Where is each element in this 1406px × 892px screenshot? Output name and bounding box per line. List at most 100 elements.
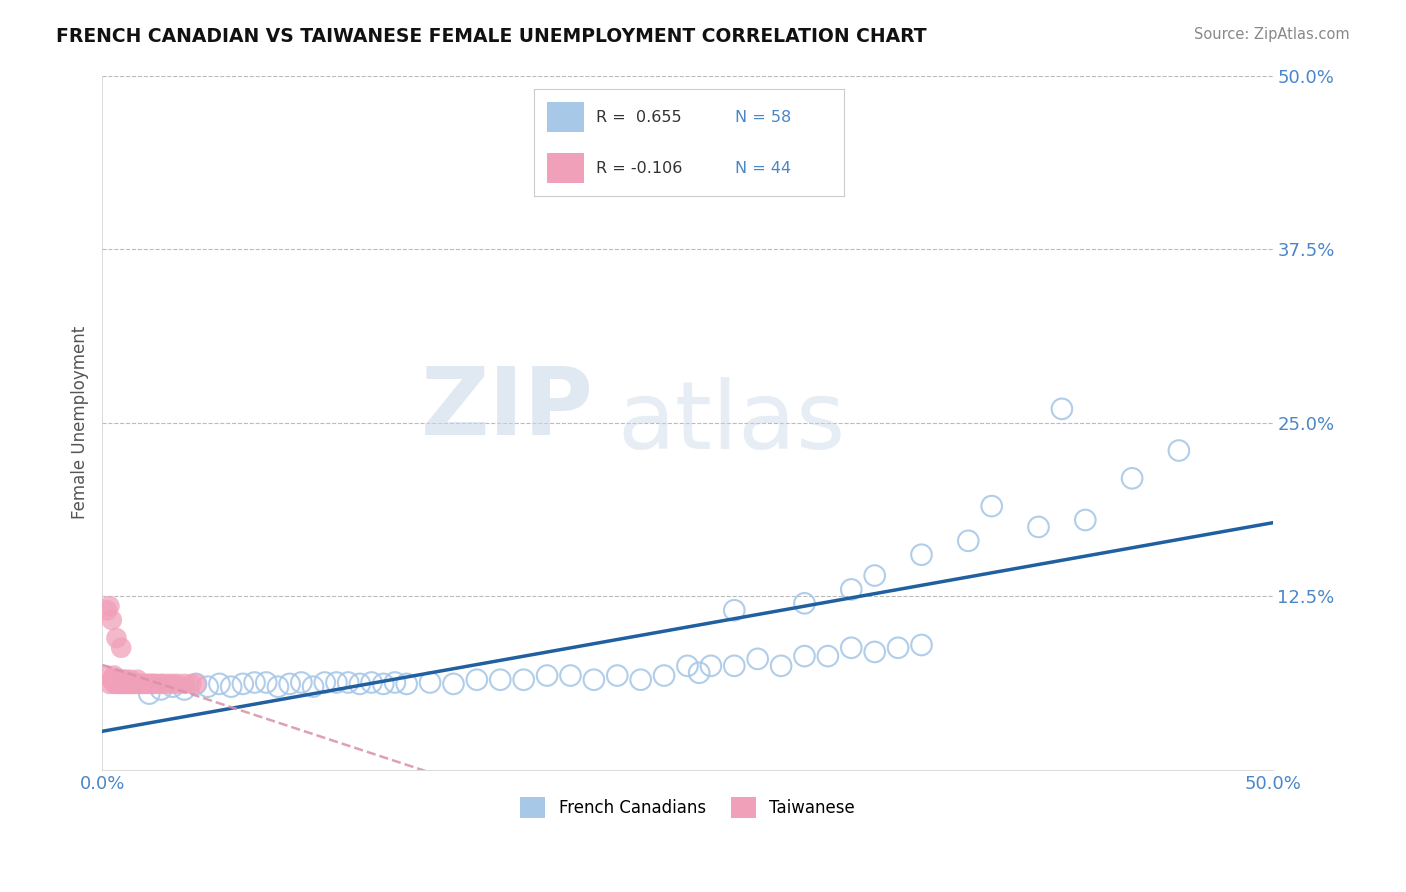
Point (162, 677, 184, 691)
Point (173, 682, 195, 697)
Point (142, 677, 165, 691)
Point (863, 568, 886, 582)
FancyBboxPatch shape (547, 102, 583, 132)
Point (360, 675, 382, 690)
Point (108, 677, 131, 691)
Point (688, 665, 710, 680)
Point (910, 638, 932, 652)
Point (127, 677, 149, 691)
Text: N = 58: N = 58 (735, 110, 792, 125)
Point (128, 677, 150, 691)
Point (135, 677, 157, 691)
Point (243, 675, 266, 690)
Point (96, 668, 118, 682)
Point (254, 675, 277, 690)
Point (606, 668, 628, 682)
Y-axis label: Female Unemployment: Female Unemployment (72, 326, 89, 519)
Point (910, 548, 932, 562)
Point (512, 673, 534, 687)
Point (145, 677, 167, 691)
Point (184, 677, 207, 691)
Point (180, 677, 202, 691)
Point (105, 631, 128, 645)
Text: FRENCH CANADIAN VS TAIWANESE FEMALE UNEMPLOYMENT CORRELATION CHART: FRENCH CANADIAN VS TAIWANESE FEMALE UNEM… (56, 27, 927, 45)
Point (156, 677, 179, 691)
Point (173, 677, 195, 691)
Text: atlas: atlas (617, 376, 845, 469)
Point (197, 680, 219, 694)
Point (96, 603, 118, 617)
Point (149, 682, 172, 697)
Point (1121, 471, 1143, 485)
Point (184, 677, 207, 691)
Point (108, 673, 131, 687)
Point (114, 677, 136, 691)
Point (278, 677, 301, 691)
Point (395, 677, 418, 691)
Point (536, 668, 558, 682)
Point (98, 599, 121, 613)
Point (652, 668, 675, 682)
Point (103, 668, 125, 682)
Point (166, 677, 188, 691)
Point (124, 677, 146, 691)
Point (112, 677, 135, 691)
Point (630, 673, 652, 687)
Point (101, 673, 124, 687)
Text: Source: ZipAtlas.com: Source: ZipAtlas.com (1194, 27, 1350, 42)
Point (105, 677, 128, 691)
Point (337, 675, 360, 690)
Point (152, 677, 174, 691)
Point (103, 673, 125, 687)
Point (419, 675, 441, 690)
Point (267, 680, 290, 694)
Point (98, 677, 121, 691)
Point (138, 677, 160, 691)
Point (1074, 513, 1097, 527)
Point (676, 658, 699, 673)
Point (839, 582, 862, 597)
Point (980, 499, 1002, 513)
Point (817, 649, 839, 664)
Point (120, 677, 142, 691)
Point (723, 603, 745, 617)
Point (110, 640, 132, 655)
Point (373, 677, 395, 691)
Point (1167, 443, 1189, 458)
Point (443, 677, 465, 691)
Point (302, 680, 325, 694)
Point (120, 673, 142, 687)
Text: R = -0.106: R = -0.106 (596, 161, 682, 176)
Point (887, 640, 910, 655)
Point (105, 673, 128, 687)
Text: ZIP: ZIP (420, 363, 593, 455)
Point (141, 677, 163, 691)
Legend: French Canadians, Taiwanese: French Canadians, Taiwanese (513, 790, 862, 824)
Point (349, 677, 371, 691)
Point (465, 673, 488, 687)
Point (700, 658, 723, 673)
Point (957, 533, 980, 548)
FancyBboxPatch shape (547, 153, 583, 184)
Point (560, 668, 582, 682)
Point (208, 677, 231, 691)
Point (723, 658, 745, 673)
Point (219, 680, 242, 694)
Point (793, 649, 815, 664)
Point (134, 677, 156, 691)
Point (793, 596, 815, 610)
Point (138, 687, 160, 701)
Point (110, 673, 132, 687)
Point (232, 677, 254, 691)
Point (489, 673, 512, 687)
Text: N = 44: N = 44 (735, 161, 792, 176)
Point (290, 675, 312, 690)
Point (101, 613, 124, 627)
Point (149, 677, 172, 691)
Point (121, 677, 143, 691)
Point (839, 640, 862, 655)
Point (127, 673, 149, 687)
Point (747, 652, 769, 666)
Point (114, 673, 136, 687)
Point (770, 658, 793, 673)
